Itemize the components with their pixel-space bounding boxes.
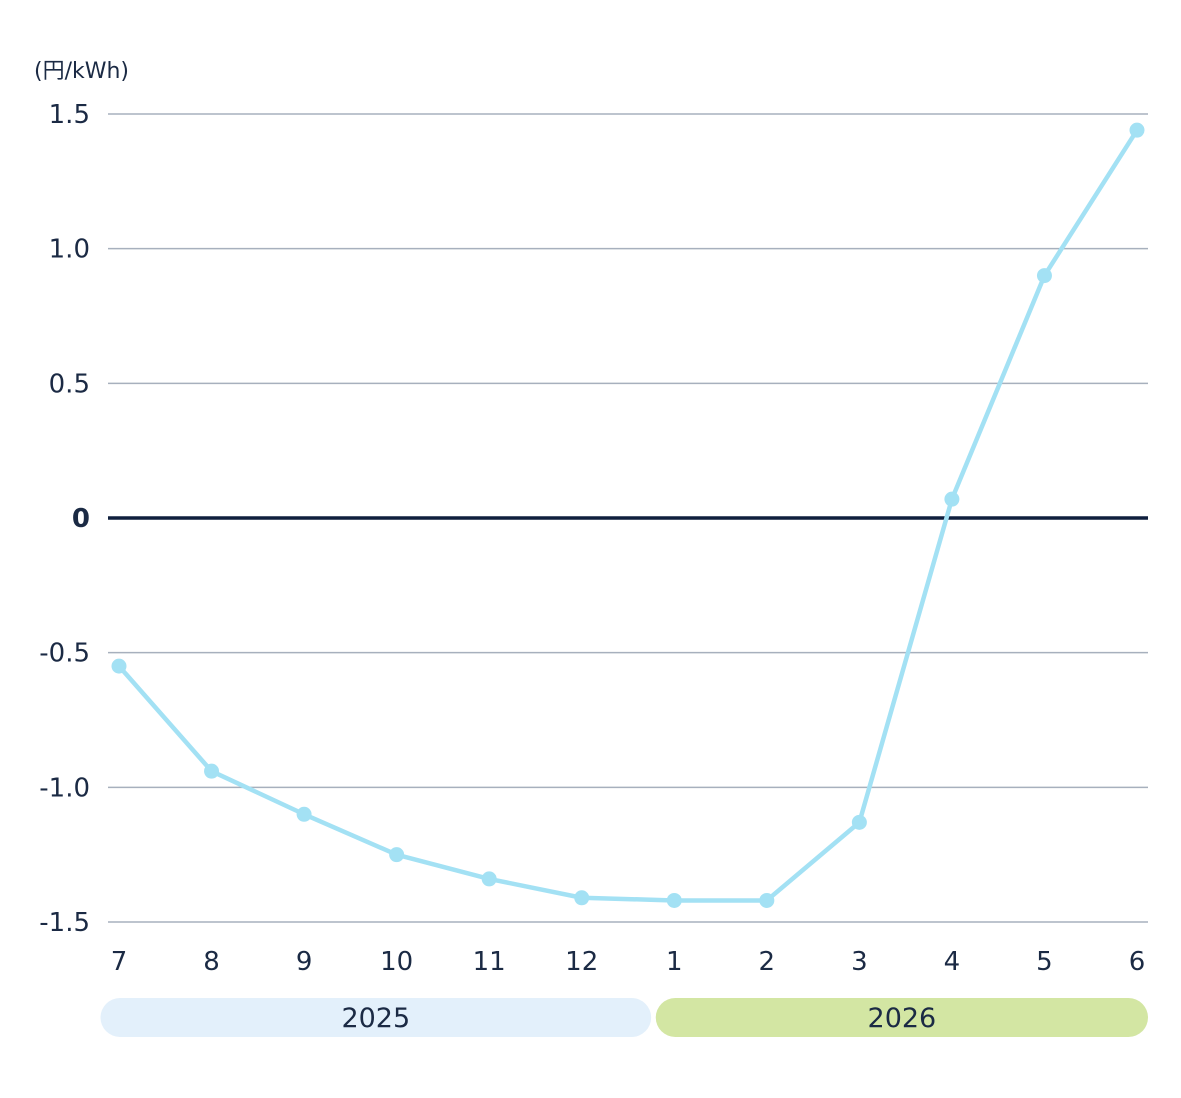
y-axis-ticks: 1.5 1.0 0.5 0 -0.5 -1.0 -1.5 <box>39 100 90 938</box>
x-tick-label: 5 <box>1036 947 1053 977</box>
data-point <box>481 871 497 887</box>
unit-label: (円/kWh) <box>34 59 129 84</box>
data-point <box>111 658 127 674</box>
y-tick-label: 1.5 <box>49 100 90 130</box>
data-point <box>204 763 220 779</box>
year-label: 2026 <box>868 1003 937 1034</box>
year-band <box>655 998 1148 1037</box>
x-tick-label: 10 <box>380 947 413 977</box>
data-point <box>574 890 590 906</box>
series <box>111 122 1145 908</box>
y-tick-label: 0 <box>72 504 90 534</box>
y-tick-label: 1.0 <box>49 235 90 265</box>
y-tick-label: -1.0 <box>39 773 90 803</box>
data-point <box>1036 268 1052 284</box>
data-point <box>666 892 682 908</box>
y-tick-label: -1.5 <box>39 908 90 938</box>
x-tick-label: 4 <box>944 947 961 977</box>
x-tick-label: 11 <box>473 947 506 977</box>
data-point <box>759 892 775 908</box>
x-axis-ticks: 7 8 9 10 11 12 1 2 3 4 5 6 <box>111 947 1146 977</box>
x-tick-label: 8 <box>203 947 220 977</box>
x-tick-label: 7 <box>111 947 128 977</box>
data-point <box>389 847 405 863</box>
year-groups: 2025 2026 <box>100 998 1148 1037</box>
y-tick-label: 0.5 <box>49 369 90 399</box>
x-tick-label: 1 <box>666 947 683 977</box>
data-point <box>851 814 867 830</box>
year-label: 2025 <box>341 1003 410 1034</box>
x-tick-label: 9 <box>296 947 313 977</box>
series-line <box>116 127 1140 903</box>
x-tick-label: 2 <box>759 947 776 977</box>
x-tick-label: 12 <box>565 947 598 977</box>
x-tick-label: 3 <box>851 947 868 977</box>
gridlines <box>108 113 1148 923</box>
data-point <box>944 491 960 507</box>
data-point <box>296 806 312 822</box>
year-band <box>100 998 652 1037</box>
x-tick-label: 6 <box>1129 947 1146 977</box>
y-tick-label: -0.5 <box>39 639 90 669</box>
data-point <box>1129 122 1145 138</box>
